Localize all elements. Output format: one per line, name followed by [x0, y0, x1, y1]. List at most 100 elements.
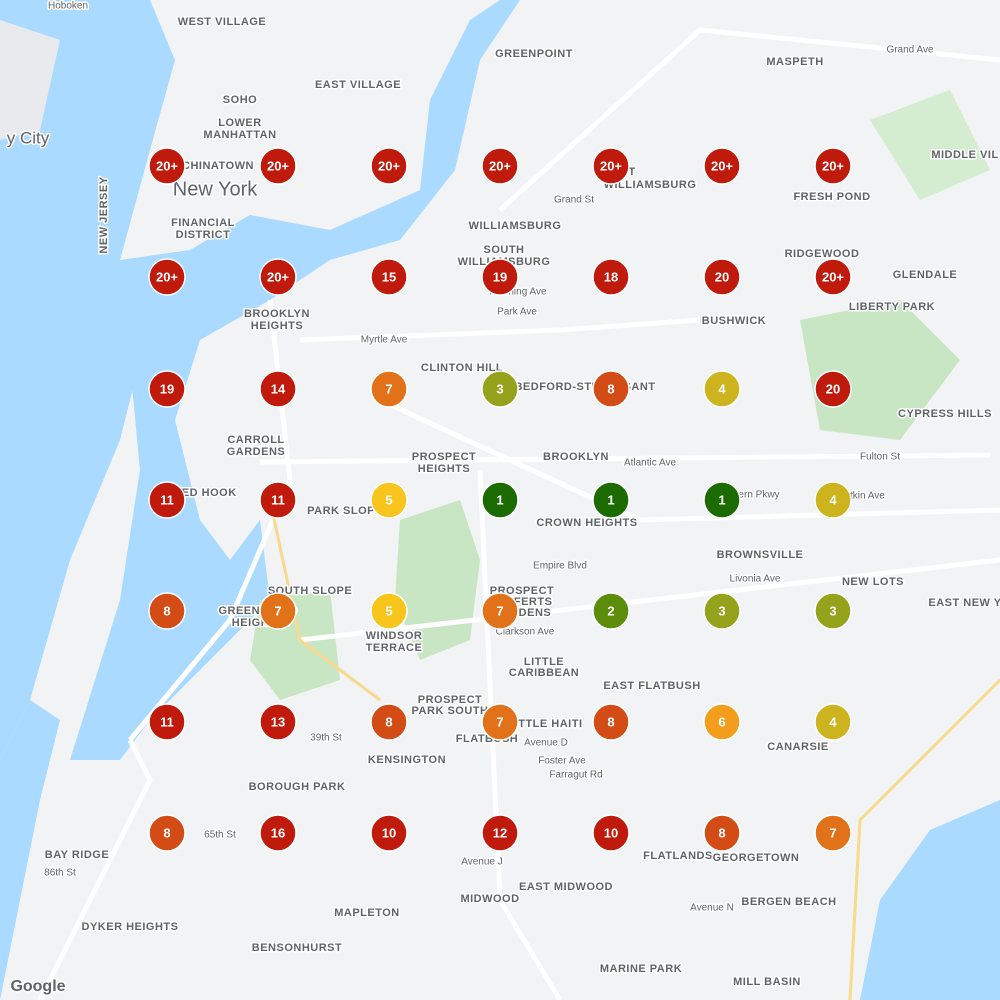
- marker-label[interactable]: 1: [718, 492, 725, 507]
- marker-label[interactable]: 20+: [600, 158, 622, 173]
- marker-dot[interactable]: [481, 370, 519, 408]
- marker-label[interactable]: 13: [271, 714, 285, 729]
- marker[interactable]: 10: [370, 814, 408, 852]
- marker-label[interactable]: 4: [718, 381, 726, 396]
- marker-dot[interactable]: [814, 814, 852, 852]
- marker-dot[interactable]: [259, 147, 297, 185]
- marker-label[interactable]: 8: [718, 825, 725, 840]
- marker-dot[interactable]: [703, 147, 741, 185]
- marker-dot[interactable]: [259, 592, 297, 630]
- marker-label[interactable]: 11: [271, 492, 285, 507]
- marker-dot[interactable]: [814, 703, 852, 741]
- marker-dot[interactable]: [148, 258, 186, 296]
- marker-label[interactable]: 20: [826, 381, 840, 396]
- marker[interactable]: 20: [814, 370, 852, 408]
- marker-dot[interactable]: [703, 703, 741, 741]
- marker-label[interactable]: 18: [604, 269, 618, 284]
- marker-dot[interactable]: [814, 147, 852, 185]
- marker-dot[interactable]: [592, 370, 630, 408]
- marker[interactable]: 20+: [259, 147, 297, 185]
- marker-label[interactable]: 4: [829, 492, 837, 507]
- marker[interactable]: 3: [703, 592, 741, 630]
- marker-label[interactable]: 11: [160, 492, 174, 507]
- marker[interactable]: 7: [481, 703, 519, 741]
- marker-dot[interactable]: [148, 370, 186, 408]
- marker[interactable]: 20+: [148, 147, 186, 185]
- marker[interactable]: 18: [592, 258, 630, 296]
- marker-label[interactable]: 4: [829, 714, 837, 729]
- marker[interactable]: 13: [259, 703, 297, 741]
- marker[interactable]: 8: [148, 592, 186, 630]
- marker[interactable]: 8: [592, 703, 630, 741]
- marker[interactable]: 10: [592, 814, 630, 852]
- marker-dot[interactable]: [259, 481, 297, 519]
- marker-dot[interactable]: [259, 258, 297, 296]
- marker[interactable]: 1: [703, 481, 741, 519]
- marker[interactable]: 3: [814, 592, 852, 630]
- marker-dot[interactable]: [592, 147, 630, 185]
- marker-label[interactable]: 20+: [267, 158, 289, 173]
- marker[interactable]: 20+: [148, 258, 186, 296]
- marker-label[interactable]: 3: [829, 603, 836, 618]
- marker-label[interactable]: 8: [163, 825, 170, 840]
- marker[interactable]: 20+: [481, 147, 519, 185]
- marker-label[interactable]: 5: [385, 603, 392, 618]
- marker-label[interactable]: 20+: [378, 158, 400, 173]
- marker[interactable]: 3: [481, 370, 519, 408]
- marker[interactable]: 1: [592, 481, 630, 519]
- marker-label[interactable]: 19: [493, 269, 507, 284]
- marker[interactable]: 11: [148, 481, 186, 519]
- marker[interactable]: 7: [481, 592, 519, 630]
- marker-label[interactable]: 7: [385, 381, 392, 396]
- marker-label[interactable]: 7: [829, 825, 836, 840]
- marker-dot[interactable]: [370, 703, 408, 741]
- marker-dot[interactable]: [370, 814, 408, 852]
- marker-dot[interactable]: [370, 481, 408, 519]
- marker-dot[interactable]: [592, 258, 630, 296]
- marker-label[interactable]: 10: [382, 825, 396, 840]
- marker-dot[interactable]: [370, 370, 408, 408]
- marker-label[interactable]: 2: [607, 603, 614, 618]
- marker[interactable]: 8: [370, 703, 408, 741]
- marker[interactable]: 11: [148, 703, 186, 741]
- marker-dot[interactable]: [259, 703, 297, 741]
- marker-dot[interactable]: [148, 703, 186, 741]
- marker-dot[interactable]: [703, 258, 741, 296]
- marker[interactable]: 12: [481, 814, 519, 852]
- marker-label[interactable]: 7: [496, 714, 503, 729]
- marker-dot[interactable]: [481, 814, 519, 852]
- marker-label[interactable]: 8: [607, 381, 614, 396]
- marker-dot[interactable]: [148, 814, 186, 852]
- marker[interactable]: 4: [814, 703, 852, 741]
- marker[interactable]: 19: [481, 258, 519, 296]
- marker-label[interactable]: 11: [160, 714, 174, 729]
- marker-dot[interactable]: [814, 370, 852, 408]
- marker-dot[interactable]: [592, 703, 630, 741]
- marker-label[interactable]: 8: [607, 714, 614, 729]
- marker-label[interactable]: 7: [274, 603, 281, 618]
- marker-dot[interactable]: [592, 814, 630, 852]
- marker-dot[interactable]: [814, 258, 852, 296]
- marker[interactable]: 15: [370, 258, 408, 296]
- marker[interactable]: 8: [148, 814, 186, 852]
- marker-label[interactable]: 6: [718, 714, 725, 729]
- marker[interactable]: 19: [148, 370, 186, 408]
- marker[interactable]: 5: [370, 592, 408, 630]
- marker-label[interactable]: 20+: [489, 158, 511, 173]
- marker-dot[interactable]: [259, 370, 297, 408]
- marker[interactable]: 11: [259, 481, 297, 519]
- marker-dot[interactable]: [148, 481, 186, 519]
- marker-dot[interactable]: [370, 147, 408, 185]
- marker[interactable]: 8: [703, 814, 741, 852]
- marker-dot[interactable]: [703, 814, 741, 852]
- marker-label[interactable]: 7: [496, 603, 503, 618]
- marker-dot[interactable]: [481, 481, 519, 519]
- marker-dot[interactable]: [481, 703, 519, 741]
- marker-dot[interactable]: [814, 481, 852, 519]
- marker-label[interactable]: 10: [604, 825, 618, 840]
- marker[interactable]: 7: [370, 370, 408, 408]
- marker[interactable]: 7: [814, 814, 852, 852]
- marker-dot[interactable]: [703, 481, 741, 519]
- marker-dot[interactable]: [703, 592, 741, 630]
- marker[interactable]: 4: [814, 481, 852, 519]
